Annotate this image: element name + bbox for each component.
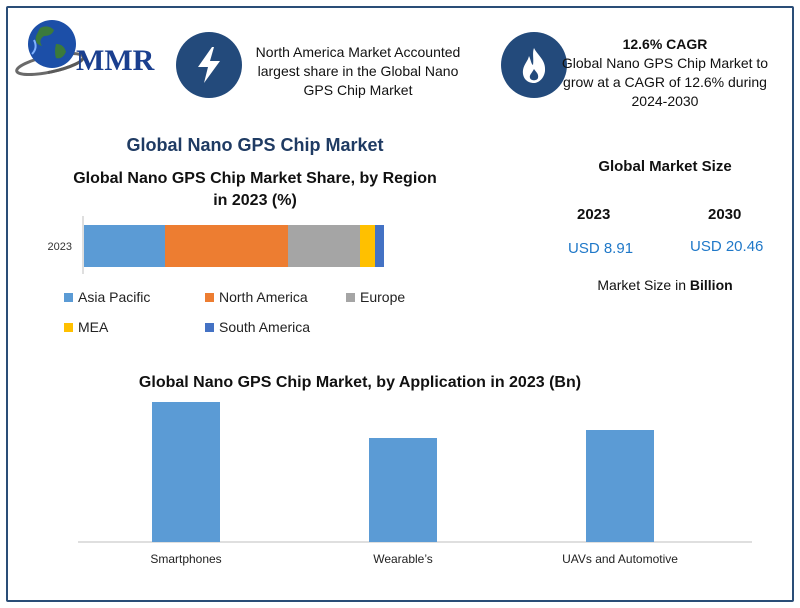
legend-label-asia-pacific: Asia Pacific [78, 289, 150, 305]
year-2023-label: 2023 [577, 206, 611, 223]
main-title: Global Nano GPS Chip Market [126, 135, 384, 155]
year-2030-label: 2030 [708, 206, 742, 223]
region-share-chart: 2023 Asia Pacific North America Europe MEA S… [48, 216, 405, 335]
application-category-label-2: Wearable’s [373, 552, 433, 566]
region-bar-segment-mea [360, 225, 375, 267]
market-size-unit-bold: Billion [689, 277, 733, 293]
flame-icon [501, 32, 567, 98]
legend-swatch-mea [64, 323, 73, 332]
application-category-label-3: UAVs and Automotive [562, 552, 678, 566]
market-size-2030-value: USD 20.46 [690, 238, 764, 255]
cagr-description: Global Nano GPS Chip Market to grow at a… [561, 55, 769, 109]
application-bar-2 [369, 438, 437, 542]
legend-swatch-south-america [205, 323, 214, 332]
brand-logo-text: MMR [76, 44, 155, 77]
application-bar-1 [152, 402, 220, 542]
legend-swatch-europe [346, 293, 355, 302]
application-bar-3 [586, 430, 654, 542]
region-chart-title: Global Nano GPS Chip Market Share, by Re… [73, 170, 437, 209]
region-category-label: 2023 [48, 241, 72, 253]
legend-label-europe: Europe [360, 289, 405, 305]
globe-logo-icon [15, 20, 85, 76]
market-size-unit-prefix: Market Size in [597, 277, 687, 293]
north-america-info-text: North America Market Accounted largest s… [255, 44, 461, 98]
region-bar-segment-north-america [165, 225, 288, 267]
region-bar-segment-south-america [375, 225, 384, 267]
market-size-title: Global Market Size [598, 158, 732, 175]
legend-label-mea: MEA [78, 319, 109, 335]
application-category-label-1: Smartphones [150, 552, 221, 566]
cagr-info: 12.6% CAGR Global Nano GPS Chip Market t… [560, 35, 770, 111]
application-chart-title: Global Nano GPS Chip Market, by Applicat… [138, 374, 582, 391]
application-bar-chart: Smartphones Wearable’s UAVs and Automotive [78, 402, 752, 566]
lightning-bolt-icon [176, 32, 242, 98]
legend-label-south-america: South America [219, 319, 310, 335]
cagr-headline: 12.6% CAGR [622, 36, 708, 52]
legend-swatch-asia-pacific [64, 293, 73, 302]
infographic-frame [6, 6, 794, 602]
market-size-2023-value: USD 8.91 [568, 240, 634, 257]
region-bar-segment-europe [288, 225, 360, 267]
legend-label-north-america: North America [219, 289, 308, 305]
market-size-unit: Market Size in Billion [560, 277, 770, 293]
legend-swatch-north-america [205, 293, 214, 302]
region-bar-segment-asia-pacific [84, 225, 165, 267]
